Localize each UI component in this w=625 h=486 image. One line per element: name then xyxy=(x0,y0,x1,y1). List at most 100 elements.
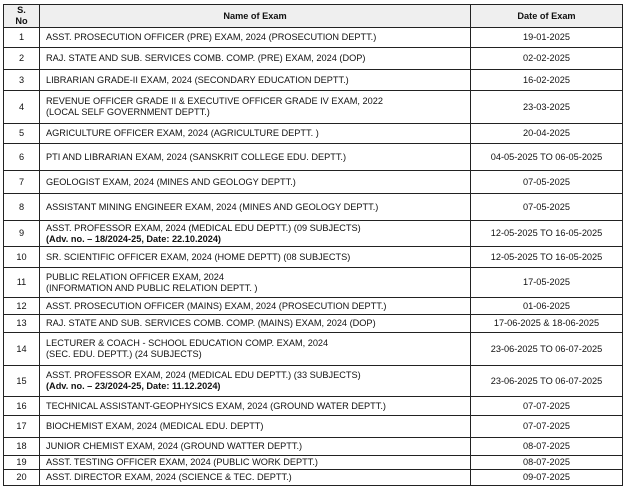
exam-name: ASST. PROFESSOR EXAM, 2024 (MEDICAL EDU … xyxy=(46,222,361,233)
exam-schedule-table: S. No Name of Exam Date of Exam 1 ASST. … xyxy=(3,4,623,486)
exam-date: 23-06-2025 TO 06-07-2025 xyxy=(470,365,623,397)
exam-name-cell: BIOCHEMIST EXAM, 2024 (MEDICAL EDU. DEPT… xyxy=(39,415,471,438)
table-row: 20 ASST. DIRECTOR EXAM, 2024 (SCIENCE & … xyxy=(3,469,623,486)
serial-number: 19 xyxy=(3,455,40,470)
serial-number: 9 xyxy=(3,220,40,247)
exam-date: 20-04-2025 xyxy=(470,123,623,144)
exam-name: RAJ. STATE AND SUB. SERVICES COMB. COMP.… xyxy=(46,53,366,63)
exam-name-cell: GEOLOGIST EXAM, 2024 (MINES AND GEOLOGY … xyxy=(39,170,471,194)
exam-name-cell: LECTURER & COACH - SCHOOL EDUCATION COMP… xyxy=(39,332,471,366)
table-row: 3 LIBRARIAN GRADE-II EXAM, 2024 (SECONDA… xyxy=(3,69,623,91)
header-name: Name of Exam xyxy=(39,4,471,28)
exam-name-cell: TECHNICAL ASSISTANT-GEOPHYSICS EXAM, 202… xyxy=(39,396,471,416)
table-row: 10 SR. SCIENTIFIC OFFICER EXAM, 2024 (HO… xyxy=(3,246,623,268)
table-row: 17 BIOCHEMIST EXAM, 2024 (MEDICAL EDU. D… xyxy=(3,415,623,438)
exam-name-cell: ASST. PROSECUTION OFFICER (PRE) EXAM, 20… xyxy=(39,27,471,48)
exam-advertisement: (Adv. no. – 18/2024-25, Date: 22.10.2024… xyxy=(46,233,221,244)
serial-number: 18 xyxy=(3,437,40,456)
serial-number: 17 xyxy=(3,415,40,438)
exam-date: 04-05-2025 TO 06-05-2025 xyxy=(470,143,623,171)
exam-name-cell: SR. SCIENTIFIC OFFICER EXAM, 2024 (HOME … xyxy=(39,246,471,268)
exam-name-cell: PTI AND LIBRARIAN EXAM, 2024 (SANSKRIT C… xyxy=(39,143,471,171)
exam-name-cell: ASST. TESTING OFFICER EXAM, 2024 (PUBLIC… xyxy=(39,455,471,470)
serial-number: 2 xyxy=(3,47,40,70)
exam-date: 08-07-2025 xyxy=(470,437,623,456)
table-row: 15 ASST. PROFESSOR EXAM, 2024 (MEDICAL E… xyxy=(3,365,623,397)
table-row: 4 REVENUE OFFICER GRADE II & EXECUTIVE O… xyxy=(3,90,623,124)
serial-number: 7 xyxy=(3,170,40,194)
serial-number: 3 xyxy=(3,69,40,91)
table-row: 9 ASST. PROFESSOR EXAM, 2024 (MEDICAL ED… xyxy=(3,220,623,247)
exam-date: 23-03-2025 xyxy=(470,90,623,124)
serial-number: 6 xyxy=(3,143,40,171)
exam-name-cell: JUNIOR CHEMIST EXAM, 2024 (GROUND WATTER… xyxy=(39,437,471,456)
exam-name: JUNIOR CHEMIST EXAM, 2024 (GROUND WATTER… xyxy=(46,441,303,451)
exam-name: LECTURER & COACH - SCHOOL EDUCATION COMP… xyxy=(46,338,329,348)
exam-name-cell: PUBLIC RELATION OFFICER EXAM, 2024 (INFOR… xyxy=(39,267,471,298)
table-row: 18 JUNIOR CHEMIST EXAM, 2024 (GROUND WAT… xyxy=(3,437,623,456)
serial-number: 10 xyxy=(3,246,40,268)
exam-name: REVENUE OFFICER GRADE II & EXECUTIVE OFF… xyxy=(46,96,383,106)
exam-name-cell: RAJ. STATE AND SUB. SERVICES COMB. COMP.… xyxy=(39,314,471,333)
exam-date: 12-05-2025 TO 16-05-2025 xyxy=(470,246,623,268)
exam-advertisement: (Adv. no. – 23/2024-25, Date: 11.12.2024… xyxy=(46,381,221,391)
exam-name: SR. SCIENTIFIC OFFICER EXAM, 2024 (HOME … xyxy=(46,251,351,262)
table-row: 14 LECTURER & COACH - SCHOOL EDUCATION C… xyxy=(3,332,623,366)
table-row: 5 AGRICULTURE OFFICER EXAM, 2024 (AGRICU… xyxy=(3,123,623,144)
header-sno: S. No xyxy=(3,4,40,28)
exam-name: ASST. PROSECUTION OFFICER (MAINS) EXAM, … xyxy=(46,300,387,311)
table-row: 12 ASST. PROSECUTION OFFICER (MAINS) EXA… xyxy=(3,297,623,315)
exam-name-cell: AGRICULTURE OFFICER EXAM, 2024 (AGRICULT… xyxy=(39,123,471,144)
exam-date: 02-02-2025 xyxy=(470,47,623,70)
exam-date: 16-02-2025 xyxy=(470,69,623,91)
exam-name: ASSISTANT MINING ENGINEER EXAM, 2024 (MI… xyxy=(46,201,379,212)
exam-name: TECHNICAL ASSISTANT-GEOPHYSICS EXAM, 202… xyxy=(46,400,386,411)
exam-name: ASST. PROFESSOR EXAM, 2024 (MEDICAL EDU … xyxy=(46,370,361,380)
exam-name: RAJ. STATE AND SUB. SERVICES COMB. COMP.… xyxy=(46,318,376,328)
serial-number: 11 xyxy=(3,267,40,298)
table-row: 1 ASST. PROSECUTION OFFICER (PRE) EXAM, … xyxy=(3,27,623,48)
exam-department: (INFORMATION AND PUBLIC RELATION DEPTT. … xyxy=(46,282,258,293)
exam-date: 19-01-2025 xyxy=(470,27,623,48)
exam-date: 17-06-2025 & 18-06-2025 xyxy=(470,314,623,333)
exam-date: 01-06-2025 xyxy=(470,297,623,315)
table-row: 8 ASSISTANT MINING ENGINEER EXAM, 2024 (… xyxy=(3,193,623,221)
exam-date: 07-07-2025 xyxy=(470,415,623,438)
table-header-row: S. No Name of Exam Date of Exam xyxy=(3,4,623,28)
exam-name: GEOLOGIST EXAM, 2024 (MINES AND GEOLOGY … xyxy=(46,176,296,187)
serial-number: 20 xyxy=(3,469,40,486)
exam-name: PUBLIC RELATION OFFICER EXAM, 2024 xyxy=(46,271,225,282)
exam-department: (LOCAL SELF GOVERNMENT DEPTT.) xyxy=(46,107,210,117)
exam-name-cell: ASSISTANT MINING ENGINEER EXAM, 2024 (MI… xyxy=(39,193,471,221)
exam-name: ASST. PROSECUTION OFFICER (PRE) EXAM, 20… xyxy=(46,32,377,42)
table-row: 6 PTI AND LIBRARIAN EXAM, 2024 (SANSKRIT… xyxy=(3,143,623,171)
table-row: 19 ASST. TESTING OFFICER EXAM, 2024 (PUB… xyxy=(3,455,623,470)
serial-number: 13 xyxy=(3,314,40,333)
table-row: 16 TECHNICAL ASSISTANT-GEOPHYSICS EXAM, … xyxy=(3,396,623,416)
exam-name-cell: ASST. PROSECUTION OFFICER (MAINS) EXAM, … xyxy=(39,297,471,315)
serial-number: 12 xyxy=(3,297,40,315)
serial-number: 15 xyxy=(3,365,40,397)
exam-date: 07-05-2025 xyxy=(470,193,623,221)
serial-number: 4 xyxy=(3,90,40,124)
exam-date: 07-05-2025 xyxy=(470,170,623,194)
exam-date: 12-05-2025 TO 16-05-2025 xyxy=(470,220,623,247)
exam-date: 17-05-2025 xyxy=(470,267,623,298)
exam-date: 07-07-2025 xyxy=(470,396,623,416)
exam-department: (SEC. EDU. DEPTT.) (24 SUBJECTS) xyxy=(46,349,202,359)
exam-name: LIBRARIAN GRADE-II EXAM, 2024 (SECONDARY… xyxy=(46,74,349,85)
table-row: 2 RAJ. STATE AND SUB. SERVICES COMB. COM… xyxy=(3,47,623,70)
table-row: 7 GEOLOGIST EXAM, 2024 (MINES AND GEOLOG… xyxy=(3,170,623,194)
exam-date: 09-07-2025 xyxy=(470,469,623,486)
exam-name: BIOCHEMIST EXAM, 2024 (MEDICAL EDU. DEPT… xyxy=(46,421,264,431)
exam-name-cell: LIBRARIAN GRADE-II EXAM, 2024 (SECONDARY… xyxy=(39,69,471,91)
exam-name-cell: ASST. PROFESSOR EXAM, 2024 (MEDICAL EDU … xyxy=(39,220,471,247)
serial-number: 16 xyxy=(3,396,40,416)
serial-number: 1 xyxy=(3,27,40,48)
serial-number: 5 xyxy=(3,123,40,144)
serial-number: 8 xyxy=(3,193,40,221)
exam-name: ASST. DIRECTOR EXAM, 2024 (SCIENCE & TEC… xyxy=(46,472,292,482)
exam-name-cell: ASST. DIRECTOR EXAM, 2024 (SCIENCE & TEC… xyxy=(39,469,471,486)
table-row: 11 PUBLIC RELATION OFFICER EXAM, 2024 (IN… xyxy=(3,267,623,298)
exam-date: 23-06-2025 TO 06-07-2025 xyxy=(470,332,623,366)
